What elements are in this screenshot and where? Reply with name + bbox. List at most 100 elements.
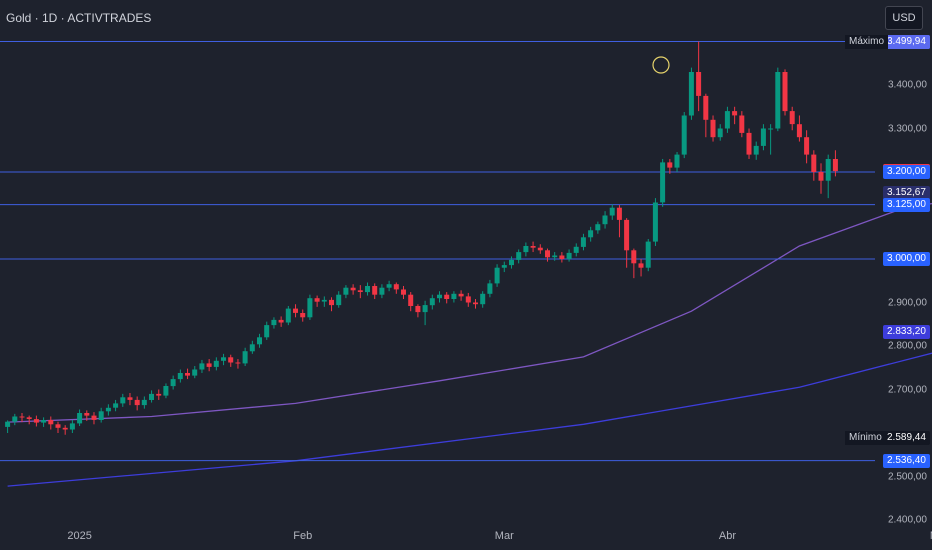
peak-highlight-circle xyxy=(652,56,670,74)
candle-body xyxy=(465,296,471,303)
candle-body xyxy=(458,293,464,297)
candle-body xyxy=(739,115,745,133)
candle-body xyxy=(26,417,32,419)
candle-body xyxy=(120,397,126,404)
candle-body xyxy=(631,250,637,264)
candle-body xyxy=(69,423,75,430)
candle-body xyxy=(192,369,198,376)
candle-body xyxy=(401,289,406,295)
candle-body xyxy=(451,293,457,299)
horizontal-levels xyxy=(0,41,875,462)
candle-body xyxy=(696,72,702,96)
candle-body xyxy=(710,119,716,138)
candle-body xyxy=(681,115,687,155)
candle-body xyxy=(206,363,212,367)
candle-body xyxy=(674,154,680,168)
candle-body xyxy=(566,252,572,259)
candle-body xyxy=(264,325,270,338)
candle-body xyxy=(437,294,442,299)
candle-body xyxy=(559,255,565,259)
candle-body xyxy=(473,302,478,305)
candle-body xyxy=(84,413,90,416)
candle-body xyxy=(393,284,399,290)
y-tick-label: 2.500,00 xyxy=(888,471,927,482)
candle-body xyxy=(804,137,810,155)
candle-body xyxy=(379,287,385,295)
candle-body xyxy=(537,247,543,251)
candle-body xyxy=(429,298,435,306)
candle-body xyxy=(386,284,392,288)
price-tag: 3.125,00 xyxy=(883,197,930,212)
candle-body xyxy=(228,357,234,363)
candle-body xyxy=(314,298,320,302)
candle-body xyxy=(12,416,18,422)
candle-body xyxy=(509,259,514,266)
candle-body xyxy=(645,241,651,268)
currency-button[interactable]: USD xyxy=(885,6,923,30)
candle-body xyxy=(768,128,774,130)
y-tick-label: 3.400,00 xyxy=(888,79,927,91)
candle-body xyxy=(616,207,622,220)
candle-body xyxy=(19,416,25,418)
y-tick-label: 2.400,00 xyxy=(888,514,927,526)
x-tick-label: Mar xyxy=(494,530,514,542)
candle-body xyxy=(825,159,831,181)
candle-body xyxy=(746,132,752,155)
price-tag: 3.000,00 xyxy=(883,252,930,266)
candle-body xyxy=(257,337,262,345)
candle-body xyxy=(717,128,723,138)
candle-body xyxy=(285,308,291,323)
candle-body xyxy=(372,286,378,295)
candle-body xyxy=(235,362,241,364)
candle-body xyxy=(5,421,11,427)
candle-body xyxy=(321,299,327,302)
price-tag: 2.536,40 xyxy=(883,453,930,468)
y-tick-label: 3.300,00 xyxy=(888,123,927,135)
candle-body xyxy=(62,427,68,430)
candle-body xyxy=(688,72,694,116)
x-tick-label: 2025 xyxy=(67,530,92,542)
candle-body xyxy=(516,252,522,260)
candle-body xyxy=(782,72,788,112)
moving-averages xyxy=(7,202,932,487)
x-tick-label: Feb xyxy=(293,530,313,542)
candle-body xyxy=(278,319,284,323)
candle-body xyxy=(501,265,507,268)
ma-short-line xyxy=(7,202,932,423)
candle-body xyxy=(350,287,356,291)
candle-body xyxy=(760,128,766,146)
candle-body xyxy=(48,420,54,425)
candle-body xyxy=(336,294,342,306)
candle-body xyxy=(811,154,817,172)
candle-body xyxy=(789,111,795,125)
candle-body xyxy=(415,306,421,313)
candle-body xyxy=(818,172,824,181)
candle-body xyxy=(494,267,500,284)
candles xyxy=(5,41,838,435)
candle-body xyxy=(357,290,363,292)
candle-body xyxy=(105,407,111,412)
candle-body xyxy=(163,386,169,396)
candle-body xyxy=(177,373,183,380)
candle-body xyxy=(624,219,630,251)
candle-body xyxy=(595,224,601,231)
candle-body xyxy=(580,237,586,247)
candle-body xyxy=(300,313,306,318)
candle-body xyxy=(213,360,219,367)
x-tick-label: Mayo xyxy=(930,530,932,542)
candle-body xyxy=(293,308,298,313)
candle-body xyxy=(113,403,119,408)
candle-body xyxy=(775,72,781,129)
candle-body xyxy=(753,145,759,155)
candle-body xyxy=(552,255,558,258)
candle-body xyxy=(77,413,83,424)
candle-body xyxy=(588,230,594,238)
candle-body xyxy=(652,202,658,242)
candle-body xyxy=(724,111,730,129)
candle-body xyxy=(185,373,190,376)
price-tag: 3.499,94 xyxy=(883,34,930,49)
candle-body xyxy=(199,363,205,370)
chart-title: Gold · 1D · ACTIVTRADES xyxy=(6,11,152,25)
candle-body xyxy=(156,393,162,396)
